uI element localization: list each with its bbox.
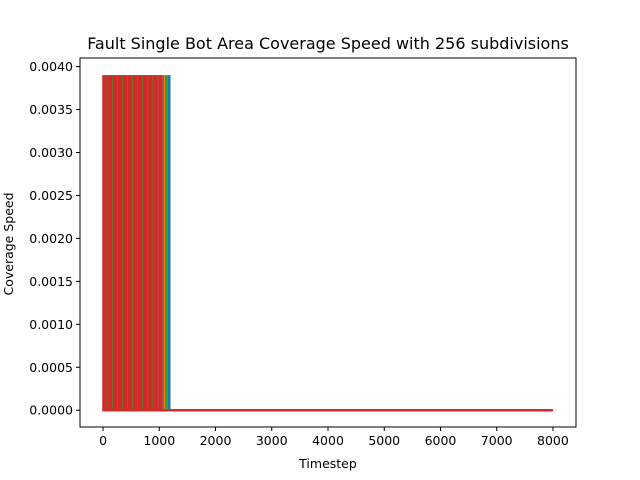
series-line-2 xyxy=(103,75,553,412)
series-line-3 xyxy=(103,75,553,412)
y-tick-label: 0.0015 xyxy=(29,274,73,289)
series-line-4 xyxy=(102,75,553,412)
x-axis-label: Timestep xyxy=(298,456,357,471)
x-tick-label: 8000 xyxy=(537,433,569,448)
y-tick-label: 0.0030 xyxy=(29,145,73,160)
x-tick-label: 7000 xyxy=(481,433,513,448)
x-tick-label: 1000 xyxy=(143,433,175,448)
y-tick-label: 0.0020 xyxy=(29,231,73,246)
x-tick-label: 2000 xyxy=(200,433,232,448)
x-tick-label: 3000 xyxy=(256,433,288,448)
y-tick-label: 0.0005 xyxy=(29,360,73,375)
x-tick-label: 6000 xyxy=(425,433,457,448)
x-tick-label: 5000 xyxy=(368,433,400,448)
x-tick-label: 4000 xyxy=(312,433,344,448)
y-tick-label: 0.0000 xyxy=(29,403,73,418)
plot-marks xyxy=(102,75,553,412)
y-tick-label: 0.0035 xyxy=(29,102,73,117)
y-axis-ticks: 0.0000 0.0005 0.0010 0.0015 0.0020 0.0025 0.00… xyxy=(29,59,80,418)
y-tick-label: 0.0040 xyxy=(29,59,73,74)
series-line-1 xyxy=(103,75,553,412)
x-tick-label: 0 xyxy=(99,433,107,448)
chart-title: Fault Single Bot Area Coverage Speed wit… xyxy=(87,34,569,53)
y-axis-label: Coverage Speed xyxy=(1,192,16,295)
x-axis-ticks: 0 1000 2000 3000 4000 5000 6000 7000 8000 xyxy=(99,427,569,448)
y-tick-label: 0.0025 xyxy=(29,188,73,203)
y-tick-label: 0.0010 xyxy=(29,317,73,332)
